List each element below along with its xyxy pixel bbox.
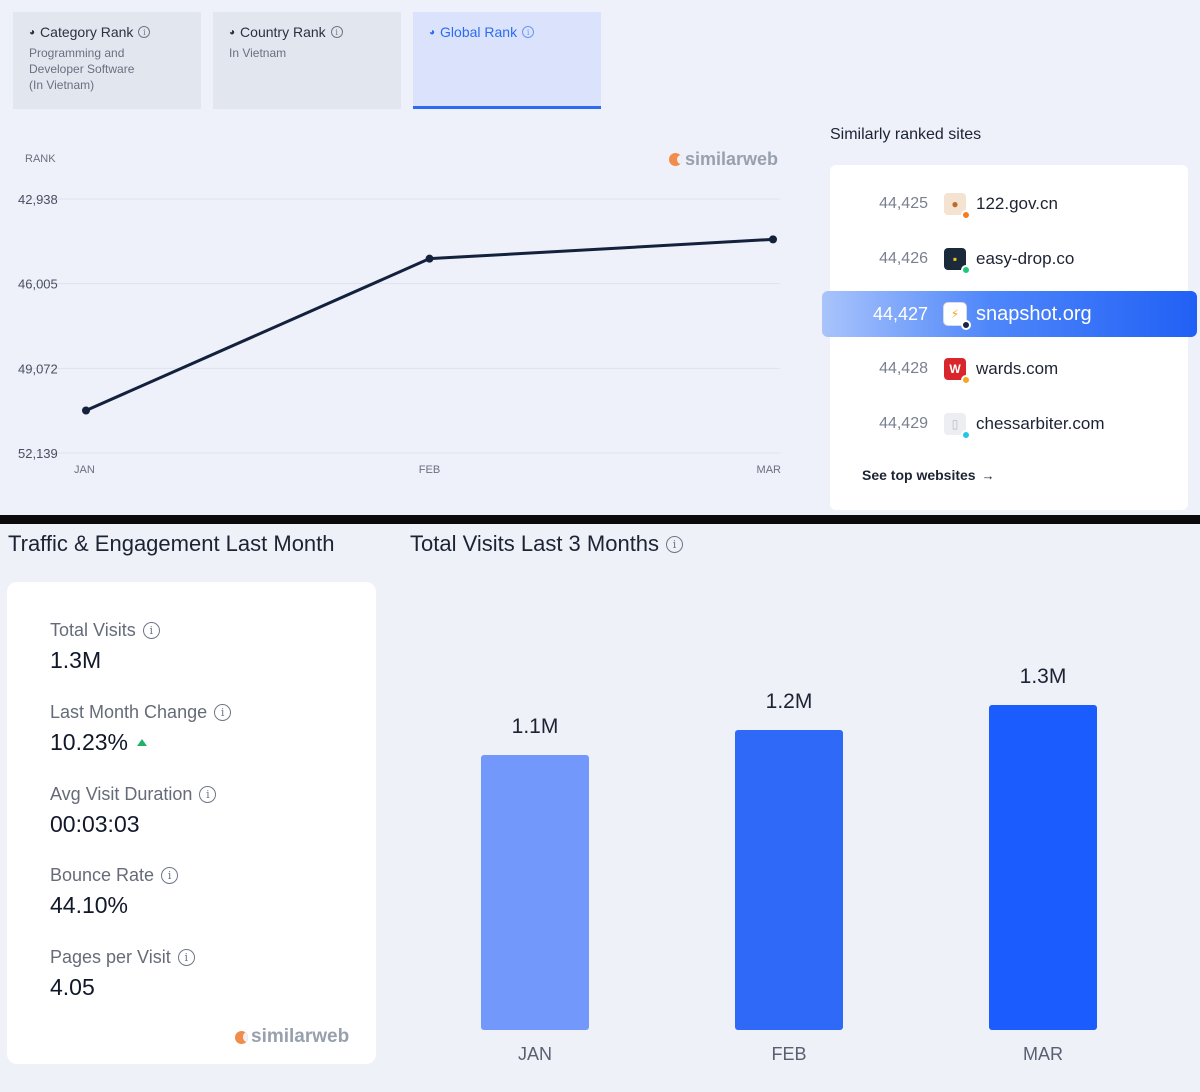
tab-category-rank[interactable]: ◕ Category Rank i Programming and Develope… — [13, 12, 201, 109]
info-icon[interactable]: i — [214, 704, 232, 721]
easy-drop-icon: ▪ — [944, 248, 971, 275]
arrow-right-icon: → — [981, 467, 995, 483]
x-tick-label: FEB — [419, 464, 440, 476]
metric-pages-per-visit: Pages per Visit i 4.05 — [50, 947, 195, 1001]
site-name: snapshot.org — [976, 302, 1092, 325]
metric-value: 4.05 — [50, 974, 95, 1000]
x-tick-label: JAN — [518, 1044, 552, 1064]
similarweb-icon — [235, 1030, 248, 1044]
similar-site-row[interactable]: 44,429 ▯ chessarbiter.com — [830, 401, 1188, 447]
y-axis-label: RANK — [25, 153, 56, 165]
metric-total-visits: Total Visits i 1.3M — [50, 620, 160, 674]
similar-sites-title: Similarly ranked sites — [830, 126, 982, 143]
tab-subtitle: In Vietnam — [229, 46, 287, 60]
x-tick-label: FEB — [771, 1044, 806, 1064]
tab-label: Global Rank — [440, 24, 518, 40]
tab-global-rank[interactable]: ◕ Global Rank i — [413, 12, 601, 109]
similarweb-icon — [669, 153, 682, 166]
metric-bounce-rate: Bounce Rate i 44.10% — [50, 865, 179, 919]
bar-feb[interactable] — [735, 730, 843, 1030]
y-tick-label: 46,005 — [18, 277, 58, 292]
info-icon[interactable]: i — [522, 26, 535, 38]
bar-mar[interactable] — [989, 705, 1097, 1030]
metric-value: 10.23% — [50, 729, 129, 755]
visits-bar-chart: 1.1M JAN 1.2M FEB 1.3M MAR — [481, 665, 1097, 1064]
trend-up-icon — [137, 739, 148, 746]
x-tick-label: JAN — [74, 464, 95, 476]
similar-site-row-current[interactable]: 44,427 ⚡ snapshot.org — [822, 291, 1197, 337]
info-icon[interactable]: i — [666, 535, 684, 553]
site-rank: 44,429 — [879, 415, 928, 432]
section-divider — [0, 515, 1200, 524]
info-icon[interactable]: i — [161, 867, 179, 884]
info-icon[interactable]: i — [177, 949, 195, 966]
rank-point[interactable] — [769, 235, 777, 244]
site-rank: 44,427 — [872, 303, 928, 324]
site-name: wards.com — [976, 359, 1059, 378]
bar-jan[interactable] — [481, 755, 589, 1030]
rank-glyph-icon: ◕ — [429, 26, 436, 38]
info-icon[interactable]: i — [199, 786, 217, 803]
site-name: 122.gov.cn — [976, 194, 1058, 213]
similar-site-row[interactable]: 44,426 ▪ easy-drop.co — [830, 236, 1188, 282]
bar-value-label: 1.3M — [1020, 665, 1067, 688]
pot-icon: ● — [944, 193, 971, 220]
rank-series-line — [85, 237, 774, 412]
lightning-icon: ⚡ — [944, 303, 971, 330]
metric-last-month-change: Last Month Change i 10.23% — [50, 702, 232, 756]
info-icon[interactable]: i — [330, 26, 343, 38]
site-rank: 44,426 — [879, 250, 928, 267]
site-name: easy-drop.co — [976, 249, 1075, 268]
site-rank: 44,428 — [879, 360, 928, 377]
similarweb-logo: similarweb — [235, 1026, 349, 1048]
site-name: chessarbiter.com — [976, 414, 1105, 433]
document-icon: ▯ — [944, 413, 971, 440]
wards-w-icon: W — [944, 358, 971, 385]
bar-value-label: 1.2M — [766, 690, 813, 713]
rank-glyph-icon: ◕ — [229, 26, 236, 38]
y-tick-label: 42,938 — [18, 192, 58, 207]
tab-subtitle: Programming and Developer Software (In V… — [29, 46, 135, 92]
x-tick-label: MAR — [757, 464, 782, 476]
metric-value: 1.3M — [50, 647, 102, 673]
rank-line-chart: RANK 42,938 46,005 49,072 52,139 JAN FEB MAR — [18, 153, 782, 476]
visits-chart-title: Total Visits Last 3 Months i — [410, 531, 684, 557]
tab-label: Category Rank — [40, 24, 134, 40]
similar-sites-card — [830, 165, 1188, 510]
metric-value: 00:03:03 — [50, 811, 140, 837]
see-top-websites-link[interactable]: See top websites → — [862, 467, 995, 483]
bar-value-label: 1.1M — [512, 715, 559, 738]
rank-point[interactable] — [82, 406, 90, 415]
metrics-card — [7, 582, 376, 1064]
similar-site-row[interactable]: 44,425 ● 122.gov.cn — [830, 181, 1188, 227]
tab-country-rank[interactable]: ◕ Country Rank i In Vietnam — [213, 12, 401, 109]
metric-value: 44.10% — [50, 892, 129, 918]
metric-avg-visit-duration: Avg Visit Duration i 00:03:03 — [50, 784, 217, 838]
site-rank: 44,425 — [879, 195, 928, 212]
y-tick-label: 52,139 — [18, 446, 58, 461]
info-icon[interactable]: i — [138, 26, 151, 38]
x-tick-label: MAR — [1023, 1044, 1063, 1064]
info-icon[interactable]: i — [142, 622, 160, 639]
tab-label: Country Rank — [240, 24, 326, 40]
traffic-title: Traffic & Engagement Last Month — [8, 531, 335, 556]
similar-site-row[interactable]: 44,428 W wards.com — [830, 346, 1188, 392]
rank-glyph-icon: ◕ — [29, 26, 36, 38]
y-tick-label: 49,072 — [18, 361, 58, 376]
rank-point[interactable] — [425, 254, 434, 263]
similarweb-logo: similarweb — [669, 149, 778, 170]
